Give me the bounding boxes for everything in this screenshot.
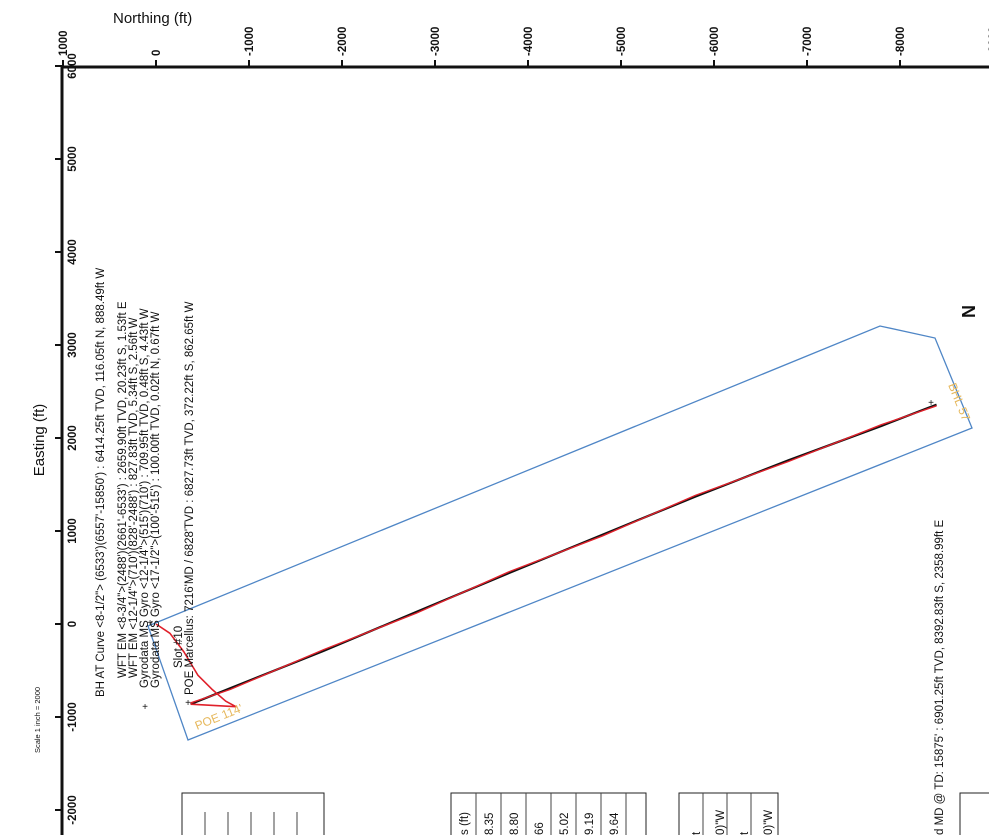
table-cell: 0)"W	[715, 810, 727, 835]
table-cell: 5.02	[559, 813, 571, 835]
table-cell: 9.19	[584, 813, 596, 835]
slot-marker: +	[147, 618, 153, 629]
easting-tick-label: 4000	[67, 239, 79, 265]
series-layer	[155, 403, 937, 708]
easting-tick-label: -2000	[67, 795, 79, 824]
curve-annotation-4: Gyrodata MS Gyro <12-1/4">(515')(710') :…	[139, 308, 151, 688]
northing-tick-label: -4000	[523, 27, 535, 56]
curve-annotation-5: Gyrodata MS Gyro <17-1/2">(100'-515') : …	[150, 311, 162, 688]
slot-label: Slot #10	[173, 626, 185, 668]
northing-ticks: 1000 0 -1000 -2000 -3000 -4000 -5000 -6000 -7000…	[58, 27, 989, 67]
easting-tick-label: 1000	[67, 518, 79, 544]
easting-tick-label: 5000	[67, 146, 79, 172]
northing-tick-label: -7000	[802, 27, 814, 56]
northing-tick-label: -1000	[244, 27, 256, 56]
easting-ticks: 6000 5000 4000 3000 2000 1000 0 -1000 -2000	[55, 53, 79, 825]
table-cell: t	[691, 831, 703, 835]
easting-axis-title: Easting (ft)	[31, 404, 48, 477]
table-far-right	[959, 792, 989, 835]
table-left	[181, 792, 325, 835]
actual-lateral-line	[190, 405, 937, 704]
northing-tick-label: -8000	[895, 27, 907, 56]
northing-tick-label: -5000	[616, 27, 628, 56]
curve-annotation-3: WFT EM <12-1/4">(710')(828'-2488') : 827…	[128, 317, 140, 678]
easting-tick-label: -1000	[67, 702, 79, 731]
poe-marcellus-label: POE Marcellus: 7216'MD / 6828'TVD : 6827…	[184, 301, 196, 695]
northing-axis-title: Northing (ft)	[113, 10, 192, 27]
northing-tick-label: -2000	[337, 27, 349, 56]
table-middle: s (ft) 8.35 8.80 66 5.02 9.19 9.64	[450, 792, 647, 835]
table-cell: 66	[534, 822, 546, 835]
td-marker: +	[928, 398, 934, 409]
table-cell: 8.35	[484, 813, 496, 835]
northing-tick-label: -3000	[430, 27, 442, 56]
table-right: t 0)"W t 0)"W	[678, 792, 779, 835]
curve-annotation-1: BH AT Curve <8-1/2"> (6533')(6557'-15850…	[95, 268, 107, 697]
easting-tick-label: 2000	[67, 425, 79, 451]
table-cell: 0)"W	[763, 810, 775, 835]
poe-marker: +	[185, 698, 191, 709]
curve-marker: +	[142, 702, 148, 713]
northing-tick-label: 0	[151, 50, 163, 56]
survey-curve-line	[155, 623, 237, 708]
easting-tick-label: 0	[67, 621, 79, 627]
easting-tick-label: 6000	[67, 53, 79, 79]
north-arrow-icon: N	[959, 305, 979, 318]
northing-tick-label: -6000	[709, 27, 721, 56]
curve-annotation-2: WFT EM <8-3/4">(2488')(2661'-6533') : 26…	[117, 301, 129, 678]
td-label: d MD @ TD: 15875' : 6901.25ft TVD, 8392.…	[934, 519, 946, 835]
bhl-label: BHL 57	[945, 381, 973, 423]
table-cell: 9.64	[609, 812, 621, 835]
table-cell: t	[739, 831, 751, 835]
table-cell: 8.80	[509, 813, 521, 835]
table-cell: s (ft)	[459, 812, 471, 835]
boundary-polygon	[147, 325, 973, 741]
scale-note: Scale 1 inch = 2000	[33, 687, 42, 753]
easting-tick-label: 3000	[67, 332, 79, 358]
northing-tick-label: 1000	[58, 30, 70, 56]
